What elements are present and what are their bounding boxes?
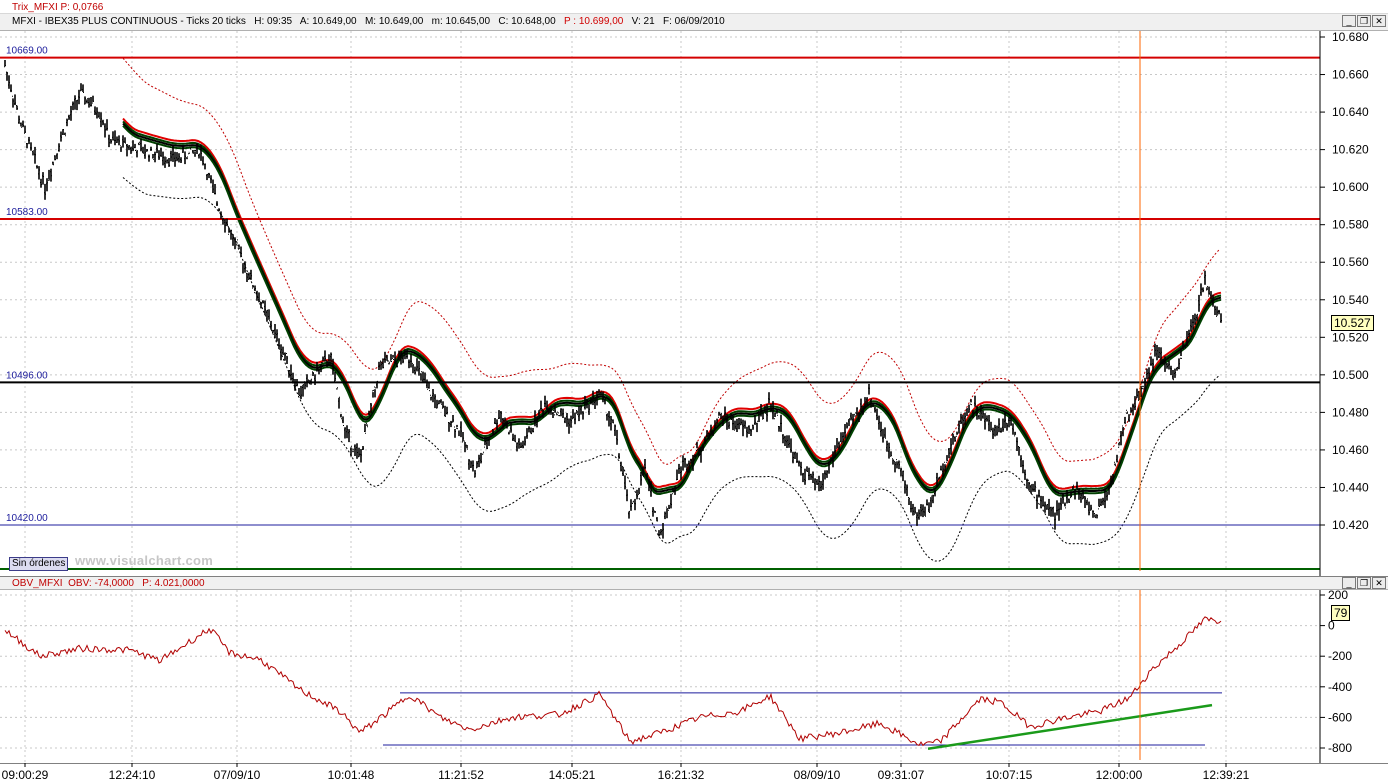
obv-lines — [4, 616, 1222, 751]
ma-green-2 — [122, 125, 1222, 497]
time-tick-label: 12:24:10 — [109, 768, 156, 782]
trix-indicator-bar[interactable]: Trix_MFXI P: 0,0766 — [0, 0, 1388, 14]
obv-tick-label: 0 — [1328, 619, 1335, 633]
price-tick-label: 10.500 — [1332, 368, 1369, 382]
minimize-button[interactable]: _ — [1342, 15, 1356, 27]
obv-restore-button[interactable]: ❐ — [1357, 577, 1371, 589]
obv-p: P: 4.021,0000 — [142, 578, 205, 589]
price-axis-bg — [1320, 31, 1388, 576]
obv-tick-label: -200 — [1328, 649, 1352, 663]
obv-name: OBV_MFXI — [12, 578, 63, 589]
price-tick-label: 10.540 — [1332, 293, 1369, 307]
ma-red — [122, 117, 1222, 490]
obv-tick-label: -600 — [1328, 710, 1352, 724]
restore-button[interactable]: ❐ — [1357, 15, 1371, 27]
time-tick-label: 14:05:21 — [549, 768, 596, 782]
time-tick-label: 16:21:32 — [658, 768, 705, 782]
volume-label: V: 21 — [631, 16, 655, 27]
orders-button[interactable]: Sin órdenes — [9, 557, 69, 571]
time-label: H: 09:35 — [254, 16, 293, 27]
close-label: C: 10.648,00 — [498, 16, 556, 27]
level-label: 10583.00 — [6, 207, 48, 218]
moving-averages — [122, 117, 1222, 497]
obv-chart[interactable]: 200 0 -200 -400 -600 -800 — [0, 590, 1388, 763]
time-tick-label: 09:00:29 — [2, 768, 49, 782]
time-tick-label: 08/09/10 — [794, 768, 841, 782]
obv-close-button[interactable]: ✕ — [1372, 577, 1386, 589]
level-label: 10669.00 — [6, 46, 48, 57]
horizontal-levels: 10669.00 10583.00 10496.00 10420.00 — [0, 46, 1320, 570]
obv-tick-label: 200 — [1328, 590, 1348, 602]
time-tick-label: 10:07:15 — [986, 768, 1033, 782]
price-tick-label: 10.580 — [1332, 218, 1369, 232]
open-label: A: 10.649,00 — [299, 16, 357, 27]
level-label: 10496.00 — [6, 370, 48, 381]
chart-header-text: MFXI - IBEX35 PLUS CONTINUOUS - Ticks 20… — [12, 16, 725, 27]
trix-label: Trix_MFXI P: 0,0766 — [12, 2, 104, 13]
ma-green-1 — [122, 120, 1222, 493]
price-tick-label: 10.680 — [1332, 31, 1369, 44]
price-tick-label: 10.440 — [1332, 480, 1369, 494]
obv-value: OBV: -74,0000 — [68, 578, 134, 589]
obv-last-value: 79 — [1334, 606, 1348, 620]
obv-trendline — [927, 703, 1213, 751]
obv-header: OBV_MFXI OBV: -74,0000 P: 4.021,0000 _ ❐… — [0, 576, 1388, 590]
obv-line — [4, 616, 1222, 747]
price-tick-label: 10.420 — [1332, 518, 1369, 532]
obv-tick-label: -400 — [1328, 680, 1352, 694]
chart-header: MFXI - IBEX35 PLUS CONTINUOUS - Ticks 20… — [0, 14, 1388, 31]
date-label: F: 06/09/2010 — [662, 16, 725, 27]
price-tick-label: 10.600 — [1332, 180, 1369, 194]
p-label: P : 10.699,00 — [564, 16, 624, 27]
symbol-label: MFXI - IBEX35 PLUS CONTINUOUS - Ticks 20… — [12, 16, 246, 27]
high-label: M: 10.649,00 — [364, 16, 424, 27]
price-tick-label: 10.560 — [1332, 255, 1369, 269]
time-tick-label: 11:21:52 — [438, 768, 484, 782]
price-tick-label: 10.520 — [1332, 330, 1369, 344]
time-axis: 09:00:29 12:24:10 07/09/10 10:01:48 11:21:52… — [0, 763, 1388, 782]
obv-grid — [0, 590, 1320, 763]
price-tick-label: 10.660 — [1332, 68, 1369, 82]
ma-black — [122, 122, 1222, 495]
last-price-tag: 10.527 — [1331, 315, 1374, 331]
price-axis: 10.680 10.660 10.640 10.620 10.600 10.580 10.5… — [1319, 31, 1388, 576]
last-price-value: 10.527 — [1334, 316, 1371, 330]
low-label: m: 10.645,00 — [431, 16, 491, 27]
price-tick-label: 10.480 — [1332, 405, 1369, 419]
time-tick-label: 12:39:21 — [1203, 768, 1250, 782]
time-tick-label: 09:31:07 — [878, 768, 925, 782]
price-tick-label: 10.620 — [1332, 143, 1369, 157]
obv-last-tag: 79 — [1331, 605, 1351, 621]
price-tick-label: 10.640 — [1332, 105, 1369, 119]
price-tick-label: 10.460 — [1332, 443, 1369, 457]
watermark: www.visualchart.com — [75, 553, 214, 568]
obv-header-text: OBV_MFXI OBV: -74,0000 P: 4.021,0000 — [12, 578, 205, 589]
close-button[interactable]: ✕ — [1372, 15, 1386, 27]
obv-tick-label: -800 — [1328, 741, 1352, 755]
time-tick-label: 07/09/10 — [214, 768, 261, 782]
time-tick-label: 12:00:00 — [1096, 768, 1143, 782]
level-label: 10420.00 — [6, 513, 48, 524]
upper-band — [122, 57, 1220, 465]
time-tick-label: 10:01:48 — [328, 768, 375, 782]
obv-minimize-button[interactable]: _ — [1342, 577, 1356, 589]
price-bars — [4, 60, 1222, 539]
